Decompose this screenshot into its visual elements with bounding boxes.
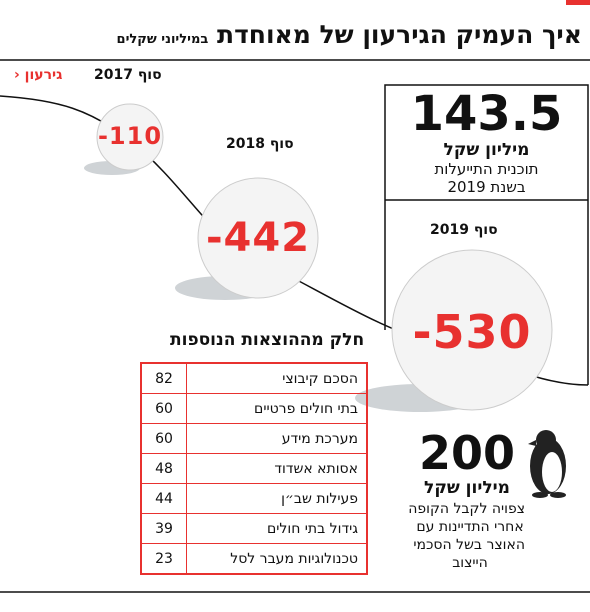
accent-bar bbox=[566, 0, 590, 5]
settlement-line: הייצוב bbox=[452, 555, 488, 571]
plan-text: בשנת 2019 bbox=[447, 178, 526, 196]
table-title: חלק מההוצאות הנוספות bbox=[170, 330, 365, 350]
ball-label: סוף 2017 bbox=[94, 67, 162, 83]
row-value: 60 bbox=[141, 393, 187, 424]
title: איך העמיק הגירעון של מאוחדת במיליוני שקל… bbox=[117, 20, 582, 49]
settlement-unit: מיליון שקל bbox=[424, 478, 510, 498]
row-label: בתי חולים פרטיים bbox=[186, 393, 367, 424]
row-label: הסכם קיבוצי bbox=[186, 363, 367, 394]
row-value: 23 bbox=[141, 543, 187, 574]
ball bbox=[96, 103, 164, 171]
ball bbox=[197, 177, 319, 299]
settlement-line: האוצר בשל הסכמי bbox=[413, 537, 525, 553]
row-label: פעילות שב״ן bbox=[186, 483, 367, 514]
row-value: 39 bbox=[141, 513, 187, 544]
table-row: טכנולוגיות מעבר לסל 23 bbox=[141, 543, 367, 574]
expenses-table: הסכם קיבוצי 82 בתי חולים פרטיים 60 מערכת מיד… bbox=[140, 362, 368, 575]
ball-value: -530 bbox=[412, 305, 532, 359]
settlement-line: צפויה לקבל הקופה bbox=[408, 501, 525, 517]
ball-value: -110 bbox=[97, 122, 163, 150]
ball bbox=[391, 249, 553, 411]
table-row: פעילות שב״ן 44 bbox=[141, 483, 367, 514]
settlement-amount: 200 bbox=[418, 426, 516, 480]
title-text: איך העמיק הגירעון של מאוחדת bbox=[217, 20, 582, 49]
table-row: אסותא אשדוד 48 bbox=[141, 453, 367, 484]
row-label: אסותא אשדוד bbox=[186, 453, 367, 484]
table-row: הסכם קיבוצי 82 bbox=[141, 363, 367, 394]
plan-box: 143.5 מיליון שקל תוכנית התייעלות בשנת 20… bbox=[385, 88, 588, 196]
settlement: 200 מיליון שקל bbox=[412, 428, 522, 498]
ball-label: סוף 2019 bbox=[430, 222, 498, 238]
legend: גירעון ‹ bbox=[14, 67, 63, 83]
row-value: 48 bbox=[141, 453, 187, 484]
plan-unit: מיליון שקל bbox=[443, 140, 530, 160]
plan-amount: 143.5 bbox=[410, 86, 563, 142]
table-row: מערכת מידע 60 bbox=[141, 423, 367, 454]
row-label: מערכת מידע bbox=[186, 423, 367, 454]
plan-text: תוכנית התייעלות bbox=[434, 160, 539, 178]
legend-label: גירעון bbox=[24, 67, 63, 83]
ball-value: -442 bbox=[205, 215, 311, 261]
row-label: טכנולוגיות מעבר לסל bbox=[230, 550, 358, 567]
info-box bbox=[384, 84, 589, 385]
settlement-text: צפויה לקבל הקופה אחרי התדיינות עם האוצר … bbox=[408, 500, 525, 572]
table-row: גידול בתי חולים 39 bbox=[141, 513, 367, 544]
table-row: בתי חולים פרטיים 60 bbox=[141, 393, 367, 424]
row-value: 60 bbox=[141, 423, 187, 454]
settlement-line: אחרי התדיינות עם bbox=[416, 519, 524, 535]
subtitle: במיליוני שקלים bbox=[116, 32, 209, 47]
penguin-icon bbox=[528, 430, 566, 498]
row-label: גידול בתי חולים bbox=[186, 513, 367, 544]
row-value: 44 bbox=[141, 483, 187, 514]
row-value: 82 bbox=[141, 363, 187, 394]
ball-label: סוף 2018 bbox=[226, 136, 294, 152]
